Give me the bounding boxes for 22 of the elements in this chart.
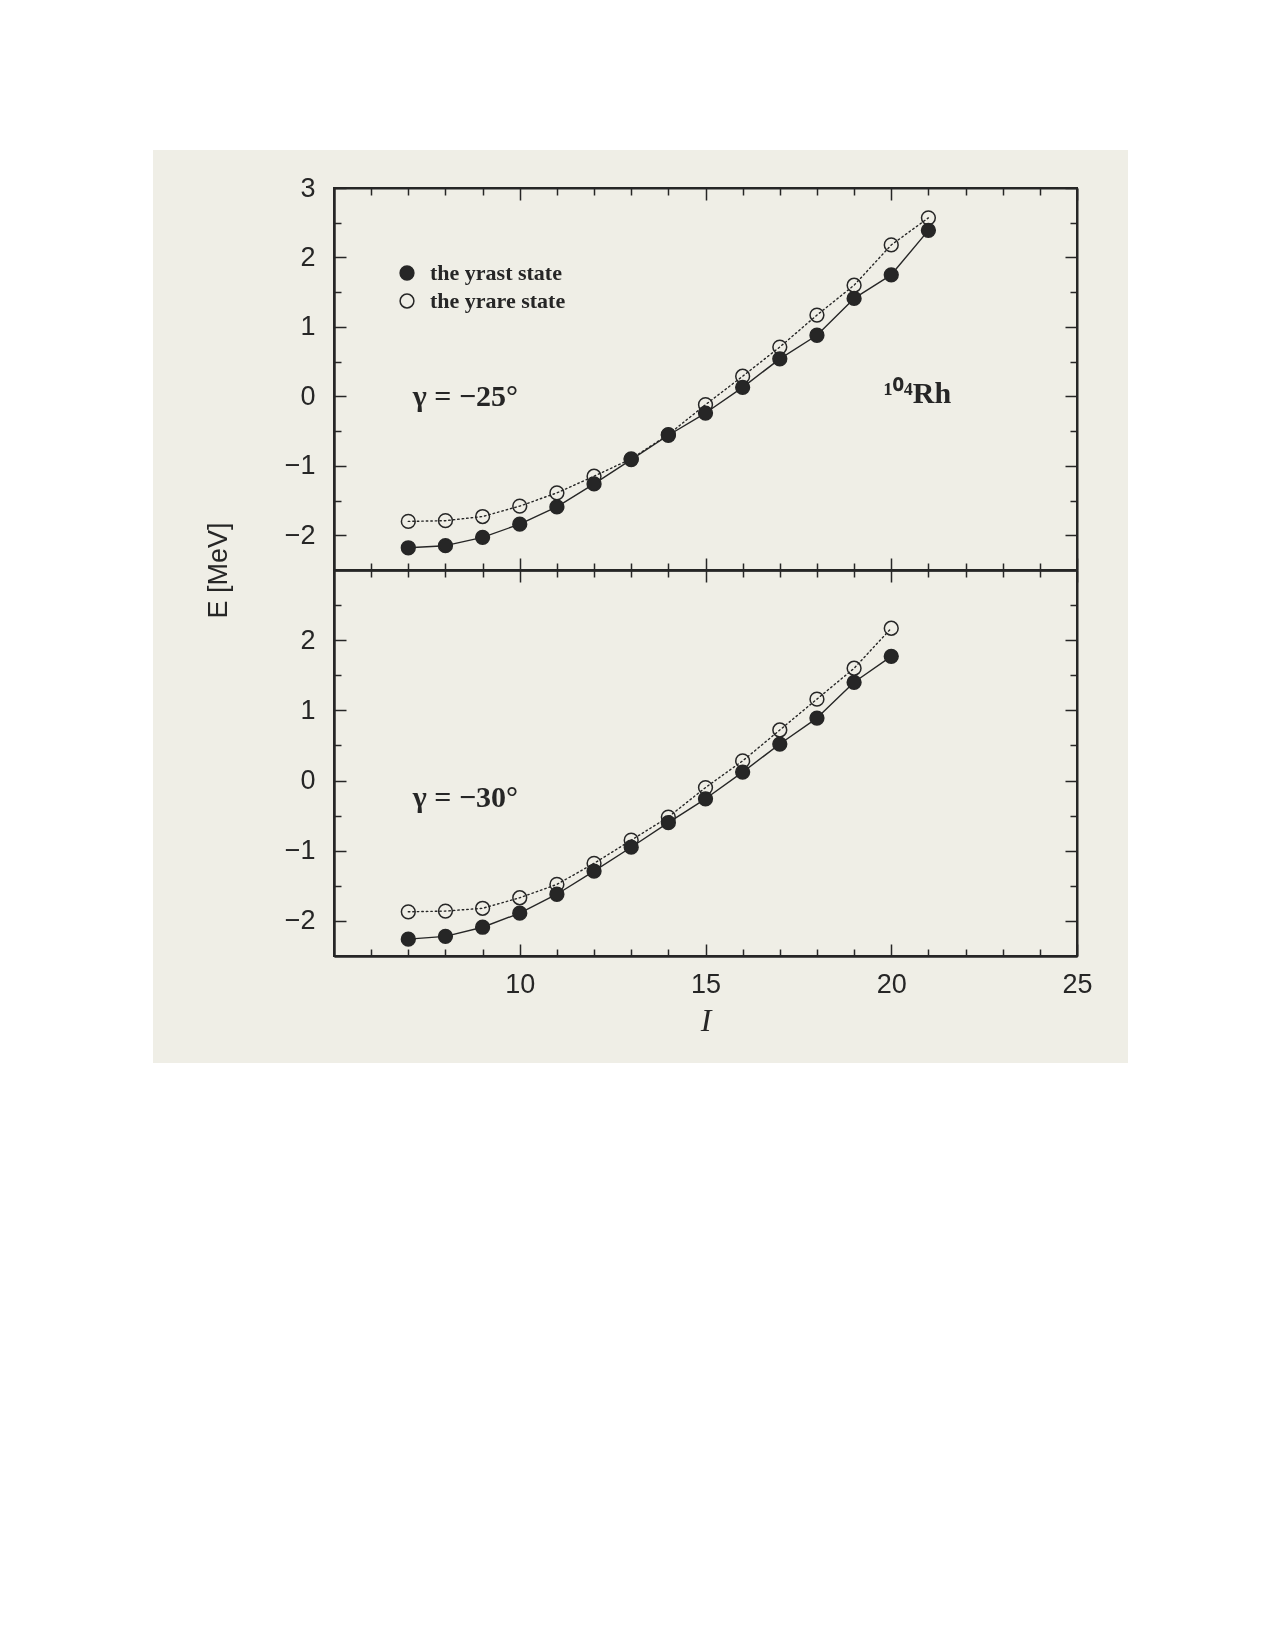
y-tick-label: 2	[300, 624, 316, 655]
y-tick-label: 0	[300, 765, 316, 796]
x-tick-label: 10	[505, 968, 536, 999]
legend-label: the yrast state	[430, 260, 563, 285]
annotation: γ = −30°	[411, 779, 518, 813]
y-tick-label: 1	[300, 311, 316, 342]
y-axis-title: E [MeV]	[202, 522, 233, 619]
y-tick-label: −1	[284, 835, 316, 866]
y-tick-label: 0	[300, 380, 316, 411]
y-tick-label: −2	[284, 519, 316, 550]
y-tick-label: 2	[300, 241, 316, 272]
y-tick-label: 3	[300, 172, 316, 203]
legend-label: the yrare state	[430, 288, 566, 313]
x-tick-label: 25	[1062, 968, 1093, 999]
x-tick-label: 15	[690, 968, 722, 999]
y-tick-label: −1	[284, 450, 316, 481]
y-tick-label: −2	[284, 905, 316, 936]
annotation: ¹⁰⁴Rh	[883, 376, 952, 410]
y-tick-label: 1	[300, 694, 316, 725]
x-axis-title: I	[699, 1001, 713, 1038]
annotation: γ = −25°	[411, 378, 518, 412]
x-tick-label: 20	[876, 968, 907, 999]
